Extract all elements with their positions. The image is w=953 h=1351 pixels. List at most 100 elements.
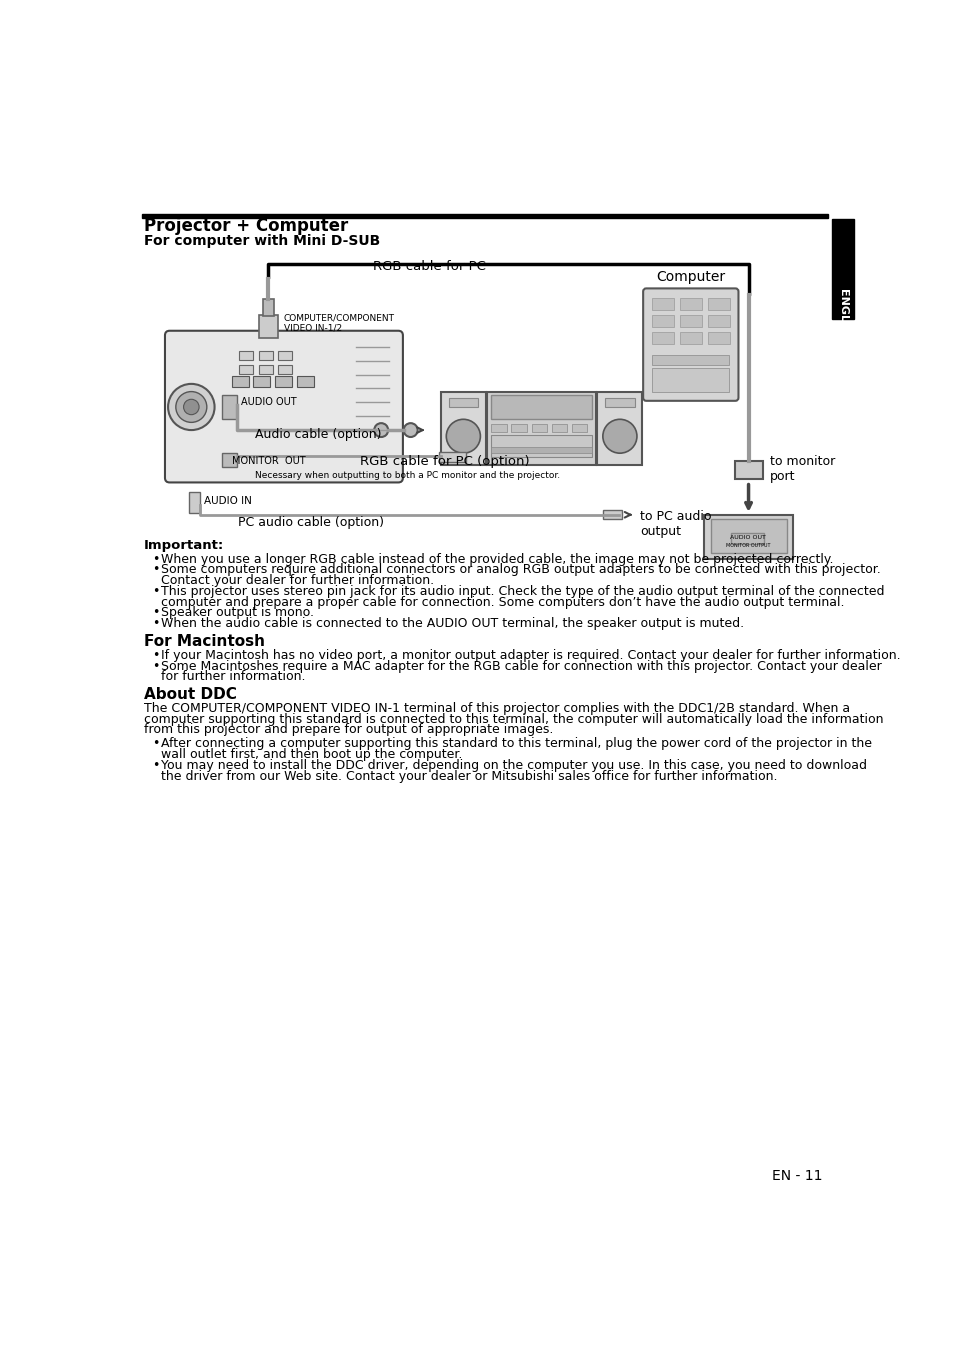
Bar	[602, 511, 621, 519]
Text: You may need to install the DDC driver, depending on the computer you use. In th: You may need to install the DDC driver, …	[161, 759, 866, 771]
Text: Some computers require additional connectors or analog RGB output adapters to be: Some computers require additional connec…	[161, 563, 880, 577]
Text: ENGLISH: ENGLISH	[838, 289, 847, 343]
Bar	[707, 297, 729, 309]
Text: Some Macintoshes require a MAC adapter for the RGB cable for connection with thi: Some Macintoshes require a MAC adapter f…	[161, 659, 881, 673]
Bar	[831, 219, 853, 319]
FancyBboxPatch shape	[165, 331, 402, 482]
Text: Necessary when outputting to both a PC monitor and the projector.: Necessary when outputting to both a PC m…	[254, 470, 559, 480]
Bar	[652, 315, 674, 327]
Bar	[239, 351, 253, 359]
Text: Computer: Computer	[655, 270, 724, 285]
Bar	[232, 376, 249, 386]
Text: to monitor
port: to monitor port	[769, 454, 835, 482]
Text: for further information.: for further information.	[161, 670, 305, 684]
Bar	[735, 461, 762, 480]
Bar	[652, 369, 728, 392]
Bar	[707, 331, 729, 345]
Text: •: •	[152, 759, 159, 771]
Text: Projector + Computer: Projector + Computer	[144, 218, 348, 235]
Bar	[679, 331, 701, 345]
Text: Audio cable (option): Audio cable (option)	[254, 428, 381, 440]
Bar	[731, 534, 763, 544]
Bar	[652, 331, 674, 345]
Text: to PC audio
output: to PC audio output	[639, 511, 711, 538]
Bar	[258, 365, 273, 374]
Text: COMPUTER/COMPONENT
VIDEO IN-1/2: COMPUTER/COMPONENT VIDEO IN-1/2	[283, 313, 395, 332]
Bar	[258, 315, 278, 338]
Text: This projector uses stereo pin jack for its audio input. Check the type of the a: This projector uses stereo pin jack for …	[161, 585, 883, 598]
Bar	[679, 315, 701, 327]
Text: EN - 11: EN - 11	[772, 1169, 822, 1183]
Text: For Macintosh: For Macintosh	[144, 634, 265, 648]
Text: •: •	[152, 617, 159, 630]
Text: AUDIO OUT: AUDIO OUT	[729, 535, 765, 540]
Bar	[491, 396, 592, 419]
Bar	[710, 519, 786, 554]
Text: For computer with Mini D-SUB: For computer with Mini D-SUB	[144, 234, 380, 249]
Text: RGB cable for PC: RGB cable for PC	[373, 259, 485, 273]
Text: Speaker output is mono.: Speaker output is mono.	[161, 607, 314, 619]
Text: RGB cable for PC (option): RGB cable for PC (option)	[359, 455, 529, 467]
Text: •: •	[152, 553, 159, 566]
Bar	[296, 376, 314, 386]
Circle shape	[446, 419, 480, 453]
Bar	[703, 515, 793, 559]
Text: •: •	[152, 648, 159, 662]
Bar	[253, 376, 270, 386]
Bar	[221, 394, 236, 419]
Circle shape	[183, 400, 199, 415]
Text: •: •	[152, 659, 159, 673]
Bar	[258, 351, 273, 359]
Text: About DDC: About DDC	[144, 686, 236, 701]
Bar	[491, 435, 592, 457]
Text: PC audio cable (option): PC audio cable (option)	[238, 516, 384, 530]
Bar	[440, 392, 485, 465]
Text: MONITOR OUTPUT: MONITOR OUTPUT	[725, 543, 769, 549]
Bar	[511, 424, 526, 431]
Bar	[221, 453, 236, 467]
Bar	[707, 315, 729, 327]
Text: computer and prepare a proper cable for connection. Some computers don’t have th: computer and prepare a proper cable for …	[161, 596, 843, 609]
Text: AUDIO IN: AUDIO IN	[204, 496, 253, 505]
Bar	[604, 397, 634, 407]
Bar	[531, 424, 546, 431]
Text: Contact your dealer for further information.: Contact your dealer for further informat…	[161, 574, 434, 588]
Text: •: •	[152, 563, 159, 577]
Text: Important:: Important:	[144, 539, 224, 551]
Circle shape	[602, 419, 637, 453]
Text: wall outlet first, and then boot up the computer.: wall outlet first, and then boot up the …	[161, 748, 462, 761]
Bar	[597, 392, 641, 465]
Text: AUDIO OUT: AUDIO OUT	[241, 397, 296, 408]
Text: MONITOR  OUT: MONITOR OUT	[232, 455, 305, 466]
Bar	[491, 424, 506, 431]
Bar	[239, 365, 253, 374]
Text: •: •	[152, 585, 159, 598]
Bar	[439, 451, 466, 462]
Text: When the audio cable is connected to the AUDIO OUT terminal, the speaker output : When the audio cable is connected to the…	[161, 617, 743, 630]
Circle shape	[403, 423, 417, 436]
Text: After connecting a computer supporting this standard to this terminal, plug the : After connecting a computer supporting t…	[161, 738, 871, 750]
Bar	[652, 354, 728, 365]
Text: When you use a longer RGB cable instead of the provided cable, the image may not: When you use a longer RGB cable instead …	[161, 553, 833, 566]
Text: The COMPUTER/COMPONENT VIDEO IN-1 terminal of this projector complies with the D: The COMPUTER/COMPONENT VIDEO IN-1 termin…	[144, 703, 849, 715]
Circle shape	[175, 392, 207, 423]
Text: If your Macintosh has no video port, a monitor output adapter is required. Conta: If your Macintosh has no video port, a m…	[161, 648, 900, 662]
Text: •: •	[152, 738, 159, 750]
Bar	[278, 365, 292, 374]
Circle shape	[374, 423, 388, 436]
Bar	[551, 424, 567, 431]
Bar	[142, 215, 827, 218]
Bar	[189, 492, 199, 513]
Text: computer supporting this standard is connected to this terminal, the computer wi: computer supporting this standard is con…	[144, 713, 882, 725]
Bar	[487, 392, 596, 465]
FancyBboxPatch shape	[642, 288, 738, 401]
Bar	[262, 299, 274, 316]
Circle shape	[168, 384, 214, 430]
Text: from this projector and prepare for output of appropriate images.: from this projector and prepare for outp…	[144, 723, 553, 736]
Bar	[448, 397, 477, 407]
Bar	[679, 297, 701, 309]
Bar	[652, 297, 674, 309]
Text: the driver from our Web site. Contact your dealer or Mitsubishi sales office for: the driver from our Web site. Contact yo…	[161, 770, 777, 782]
Bar	[278, 351, 292, 359]
Bar	[571, 424, 587, 431]
